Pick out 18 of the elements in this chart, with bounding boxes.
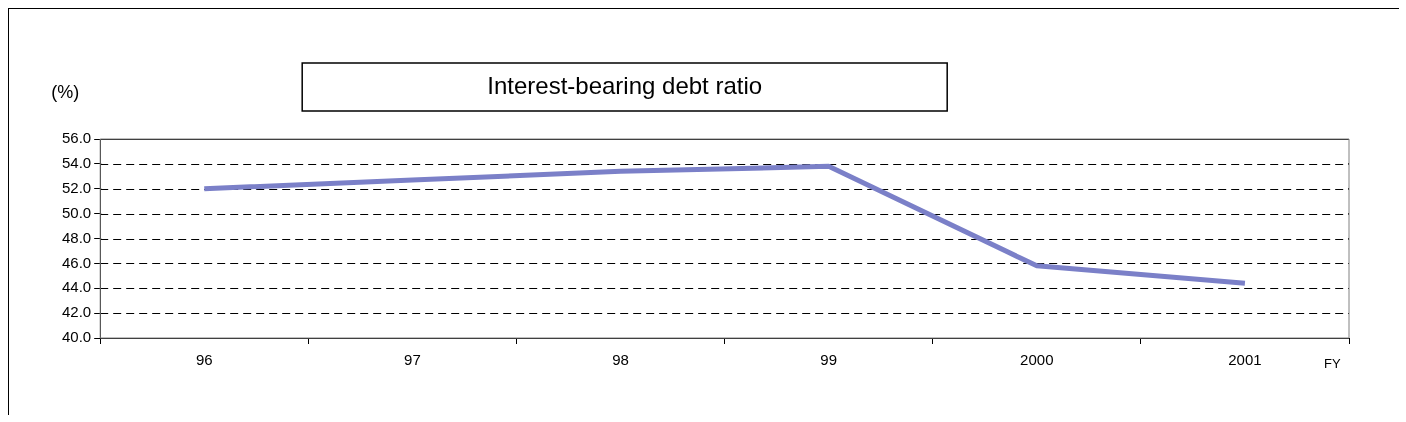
chart-title: Interest-bearing debt ratio: [487, 71, 763, 99]
y-tick-label: 46.0: [61, 253, 92, 271]
x-tick-label: 99: [820, 351, 838, 369]
y-tick-label: 54.0: [61, 154, 92, 172]
x-tick-label: 97: [404, 351, 421, 369]
y-tick-label: 50.0: [61, 203, 92, 221]
x-tick-label: 96: [195, 351, 213, 369]
x-tick-label: 98: [612, 351, 629, 369]
y-tick-label: 42.0: [61, 303, 92, 321]
y-tick-label: 44.0: [61, 278, 92, 296]
y-tick-label: 48.0: [61, 228, 92, 246]
x-axis-title: FY: [1324, 356, 1341, 372]
y-tick-label: 56.0: [61, 129, 92, 147]
y-axis-title: (%): [51, 81, 80, 102]
x-tick-label: 2001: [1228, 351, 1262, 369]
y-tick-label: 40.0: [61, 328, 92, 346]
x-tick-label: 2000: [1020, 351, 1054, 369]
y-tick-label: 52.0: [61, 178, 92, 196]
